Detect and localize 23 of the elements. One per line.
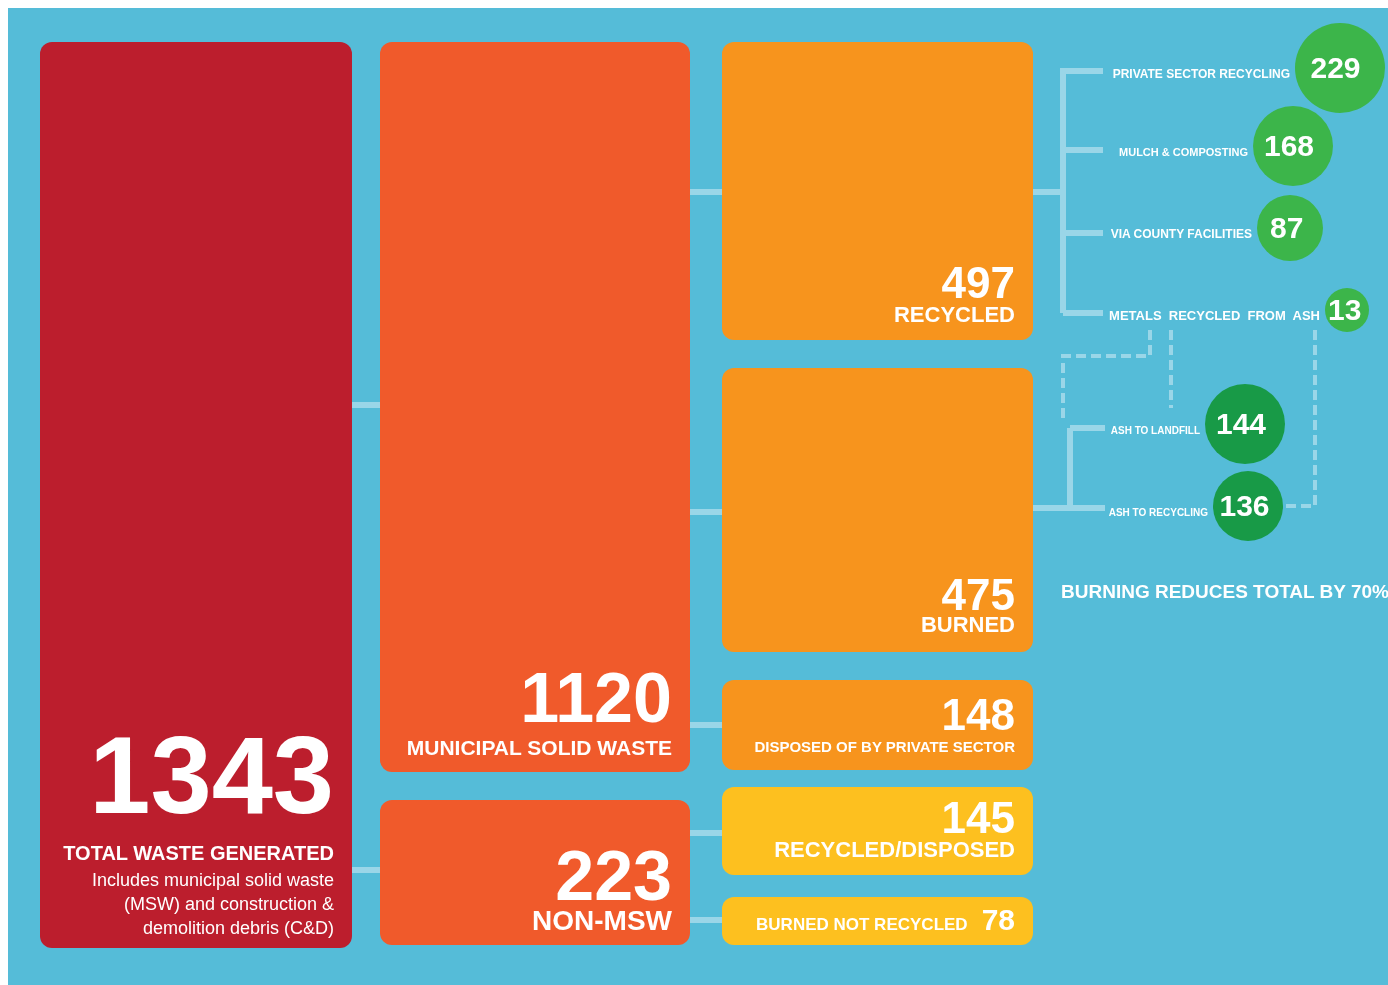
- data-label: 144: [1215, 407, 1267, 440]
- data-label: 229: [1310, 51, 1361, 84]
- text: BURNING REDUCES TOTAL BY 70%: [1061, 581, 1388, 602]
- data-label: 168: [1263, 129, 1315, 162]
- category-label: BURNED NOT RECYCLED: [756, 915, 968, 934]
- category-label: VIA COUNTY FACILITIES: [1110, 227, 1252, 241]
- data-label: 13: [1328, 293, 1362, 326]
- category-label: MUNICIPAL SOLID WASTE: [406, 736, 672, 759]
- category-label: BURNED: [920, 612, 1015, 637]
- category-label: TOTAL WASTE GENERATED: [63, 842, 334, 864]
- category-label: DISPOSED OF BY PRIVATE SECTOR: [754, 738, 1016, 755]
- data-label: 1343: [89, 713, 334, 836]
- data-label: 78: [981, 903, 1015, 936]
- category-label: METALS RECYCLED FROM ASH: [1109, 308, 1320, 323]
- category-label: MULCH & COMPOSTING: [1119, 146, 1248, 158]
- data-label: 87: [1270, 211, 1304, 244]
- category-label: ASH TO RECYCLING: [1108, 507, 1209, 518]
- category-label: PRIVATE SECTOR RECYCLING: [1112, 67, 1290, 81]
- data-label: 1120: [520, 659, 672, 737]
- data-label: 136: [1219, 489, 1270, 522]
- data-label: 148: [941, 690, 1015, 739]
- text: Includes municipal solid waste (MSW) and construction & demolition debris (C&D): [91, 870, 334, 938]
- category-label: ASH TO LANDFILL: [1110, 425, 1200, 436]
